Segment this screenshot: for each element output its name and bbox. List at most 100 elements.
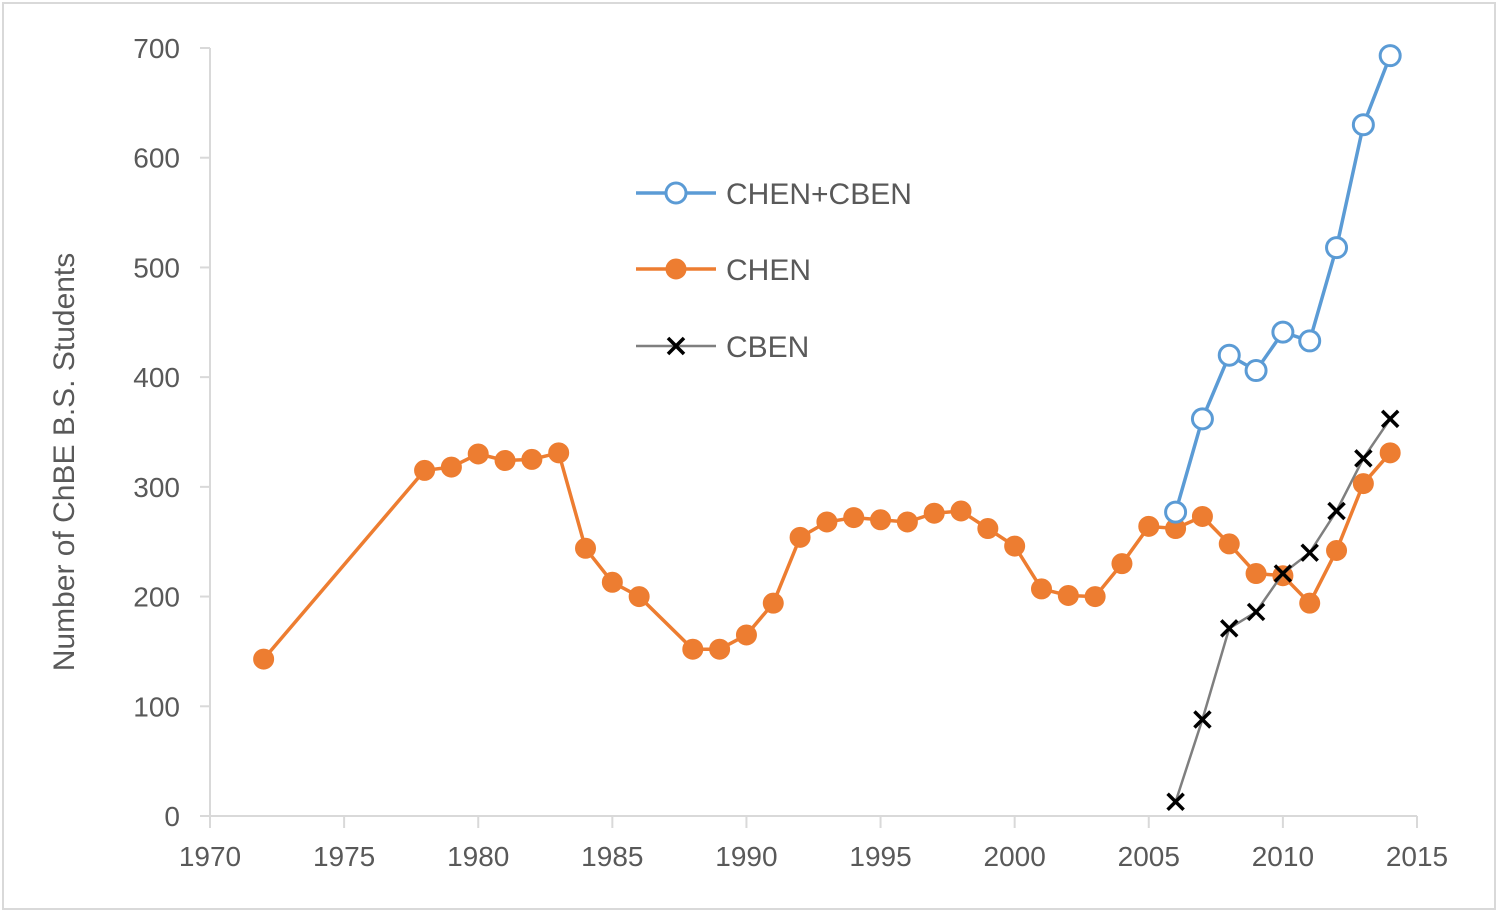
data-point — [1378, 44, 1402, 68]
data-point — [1004, 535, 1026, 557]
series-chen-cben — [1164, 44, 1402, 524]
data-point — [950, 500, 972, 522]
series-layer — [253, 44, 1402, 811]
data-point — [1245, 563, 1267, 585]
data-point — [1138, 515, 1160, 537]
data-point — [1298, 329, 1322, 353]
data-point — [575, 537, 597, 559]
x-tick-label: 2000 — [984, 841, 1046, 872]
data-point — [1218, 533, 1240, 555]
x-tick-label: 1990 — [715, 841, 777, 872]
legend-marker — [666, 336, 686, 356]
x-tick-label: 1980 — [447, 841, 509, 872]
legend-marker — [664, 181, 688, 205]
data-point — [601, 571, 623, 593]
x-marker-stroke — [1300, 543, 1319, 562]
data-point — [1217, 343, 1241, 367]
legend-entry: CHEN+CBEN — [636, 178, 912, 211]
x-tick-label: 2015 — [1386, 841, 1448, 872]
line-chart: 0 100 200 300 400 500 600 700 1970 1975 1980 1985 19… — [48, 33, 1448, 872]
y-tick-label: 0 — [164, 801, 180, 832]
data-point — [548, 442, 570, 464]
x-marker-stroke — [1327, 501, 1346, 521]
data-point — [253, 648, 275, 670]
data-point — [1352, 473, 1374, 495]
data-point — [1326, 539, 1348, 561]
data-point — [762, 592, 784, 614]
legend-marker — [665, 258, 687, 280]
x-marker-stroke — [1246, 602, 1266, 622]
data-point — [521, 448, 543, 470]
data-point — [1327, 501, 1346, 521]
data-point — [1220, 619, 1239, 638]
data-point — [896, 511, 918, 533]
data-point — [1057, 584, 1079, 606]
data-point — [977, 518, 999, 540]
data-point — [1111, 553, 1133, 575]
data-point — [1273, 564, 1293, 583]
data-point — [1379, 442, 1401, 464]
data-point — [1354, 449, 1373, 468]
data-point — [494, 450, 516, 472]
x-marker-stroke — [1380, 409, 1400, 429]
y-tick-label: 200 — [133, 582, 180, 613]
data-point — [1271, 320, 1295, 344]
data-point — [735, 624, 757, 646]
data-point — [440, 456, 462, 478]
data-point — [1325, 236, 1349, 260]
x-tick-label: 2005 — [1118, 841, 1180, 872]
data-point — [789, 526, 811, 548]
data-point — [467, 443, 489, 465]
data-point — [1190, 407, 1214, 431]
data-point — [1246, 602, 1266, 622]
data-point — [843, 507, 865, 529]
legend-label: CHEN — [726, 254, 811, 287]
data-point — [628, 586, 650, 608]
y-tick-label: 100 — [133, 691, 180, 722]
x-marker-stroke — [666, 336, 686, 356]
data-point — [414, 459, 436, 481]
legend: CHEN+CBEN CHEN CBEN — [636, 178, 912, 364]
y-axis-title: Number of ChBE B.S. Students — [48, 253, 81, 672]
legend-entry: CBEN — [636, 331, 809, 364]
data-point — [709, 638, 731, 660]
data-point — [1166, 792, 1185, 811]
x-marker-stroke — [1193, 710, 1212, 729]
data-point — [1191, 505, 1213, 527]
data-point — [1380, 409, 1400, 429]
y-tick-label: 700 — [133, 33, 180, 64]
x-marker-stroke — [1354, 449, 1373, 468]
data-point — [682, 638, 704, 660]
legend-label: CHEN+CBEN — [726, 178, 912, 211]
x-marker-stroke — [1166, 792, 1185, 811]
data-point — [923, 502, 945, 524]
x-tick-label: 1995 — [849, 841, 911, 872]
y-tick-label: 600 — [133, 143, 180, 174]
x-tick-label: 1985 — [581, 841, 643, 872]
x-tick-label: 1975 — [313, 841, 375, 872]
data-point — [1084, 586, 1106, 608]
axes: 0 100 200 300 400 500 600 700 1970 1975 1980 1985 19… — [133, 33, 1448, 872]
x-tick-label: 1970 — [179, 841, 241, 872]
data-point — [1164, 500, 1188, 524]
y-tick-label: 500 — [133, 252, 180, 283]
data-point — [1030, 578, 1052, 600]
data-point — [1244, 359, 1268, 383]
series-chen — [253, 442, 1401, 670]
x-tick-label: 2010 — [1252, 841, 1314, 872]
x-marker-stroke — [1273, 564, 1293, 583]
series-line — [262, 450, 1392, 661]
y-tick-label: 300 — [133, 472, 180, 503]
data-point — [816, 511, 838, 533]
data-point — [870, 509, 892, 531]
data-point — [1351, 113, 1375, 137]
x-marker-stroke — [1220, 619, 1239, 638]
series-cben — [1166, 409, 1400, 811]
data-point — [1299, 592, 1321, 614]
y-tick-label: 400 — [133, 362, 180, 393]
data-point — [1300, 543, 1319, 562]
legend-entry: CHEN — [636, 254, 811, 287]
data-point — [1193, 710, 1212, 729]
legend-label: CBEN — [726, 331, 809, 364]
